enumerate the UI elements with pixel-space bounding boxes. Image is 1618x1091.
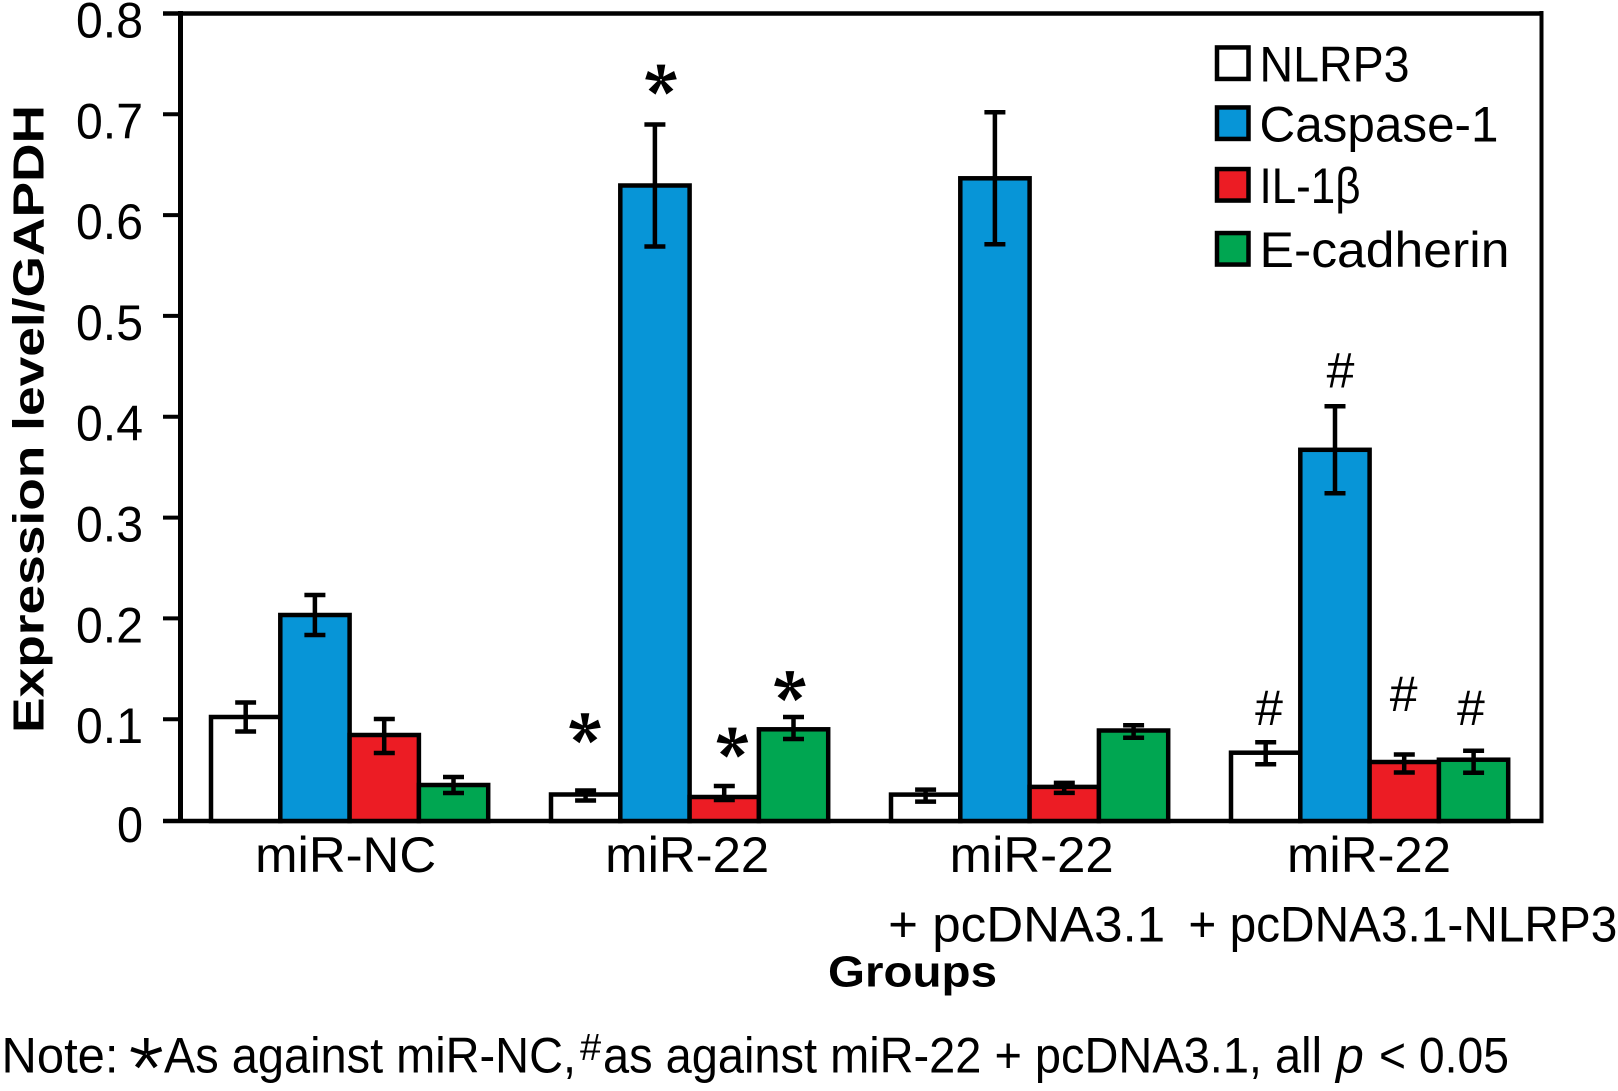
svg-text:#: #: [1255, 680, 1283, 736]
svg-text:0: 0: [117, 797, 143, 853]
svg-text:0.2: 0.2: [76, 597, 143, 653]
svg-text:+ pcDNA3.1-NLRP3: + pcDNA3.1-NLRP3: [1188, 897, 1617, 953]
svg-text:E-cadherin: E-cadherin: [1260, 222, 1510, 278]
svg-text:0.8: 0.8: [76, 0, 143, 49]
svg-text:0.6: 0.6: [76, 194, 143, 250]
svg-text:as against miR-22 + pcDNA3.1,: as against miR-22 + pcDNA3.1, all: [603, 1028, 1322, 1084]
svg-text:0.4: 0.4: [76, 396, 143, 452]
svg-text:IL-1β: IL-1β: [1260, 158, 1361, 214]
svg-text:+ pcDNA3.1: + pcDNA3.1: [888, 897, 1165, 953]
svg-text:0.3: 0.3: [76, 497, 143, 553]
svg-text:miR-22: miR-22: [950, 827, 1114, 883]
svg-text:#: #: [1390, 666, 1418, 722]
svg-text:0.1: 0.1: [76, 698, 143, 754]
svg-text:0.7: 0.7: [76, 93, 143, 149]
svg-text:As against miR-NC,: As against miR-NC,: [164, 1028, 576, 1084]
svg-text:Groups: Groups: [828, 948, 997, 997]
svg-text:#: #: [1327, 343, 1355, 399]
svg-text:Caspase-1: Caspase-1: [1260, 96, 1499, 152]
svg-text:miR-22: miR-22: [605, 827, 769, 883]
svg-text:< 0.05: < 0.05: [1379, 1028, 1509, 1084]
svg-text:Expression level/GAPDH: Expression level/GAPDH: [5, 105, 54, 733]
svg-text:miR-NC: miR-NC: [255, 827, 436, 883]
svg-text:Note:: Note:: [2, 1028, 119, 1084]
svg-text:p: p: [1334, 1028, 1364, 1084]
svg-text:NLRP3: NLRP3: [1260, 36, 1410, 92]
svg-text:miR-22: miR-22: [1287, 827, 1451, 883]
svg-text:#: #: [1457, 680, 1485, 736]
svg-text:0.5: 0.5: [76, 295, 143, 351]
svg-text:#: #: [580, 1027, 601, 1069]
